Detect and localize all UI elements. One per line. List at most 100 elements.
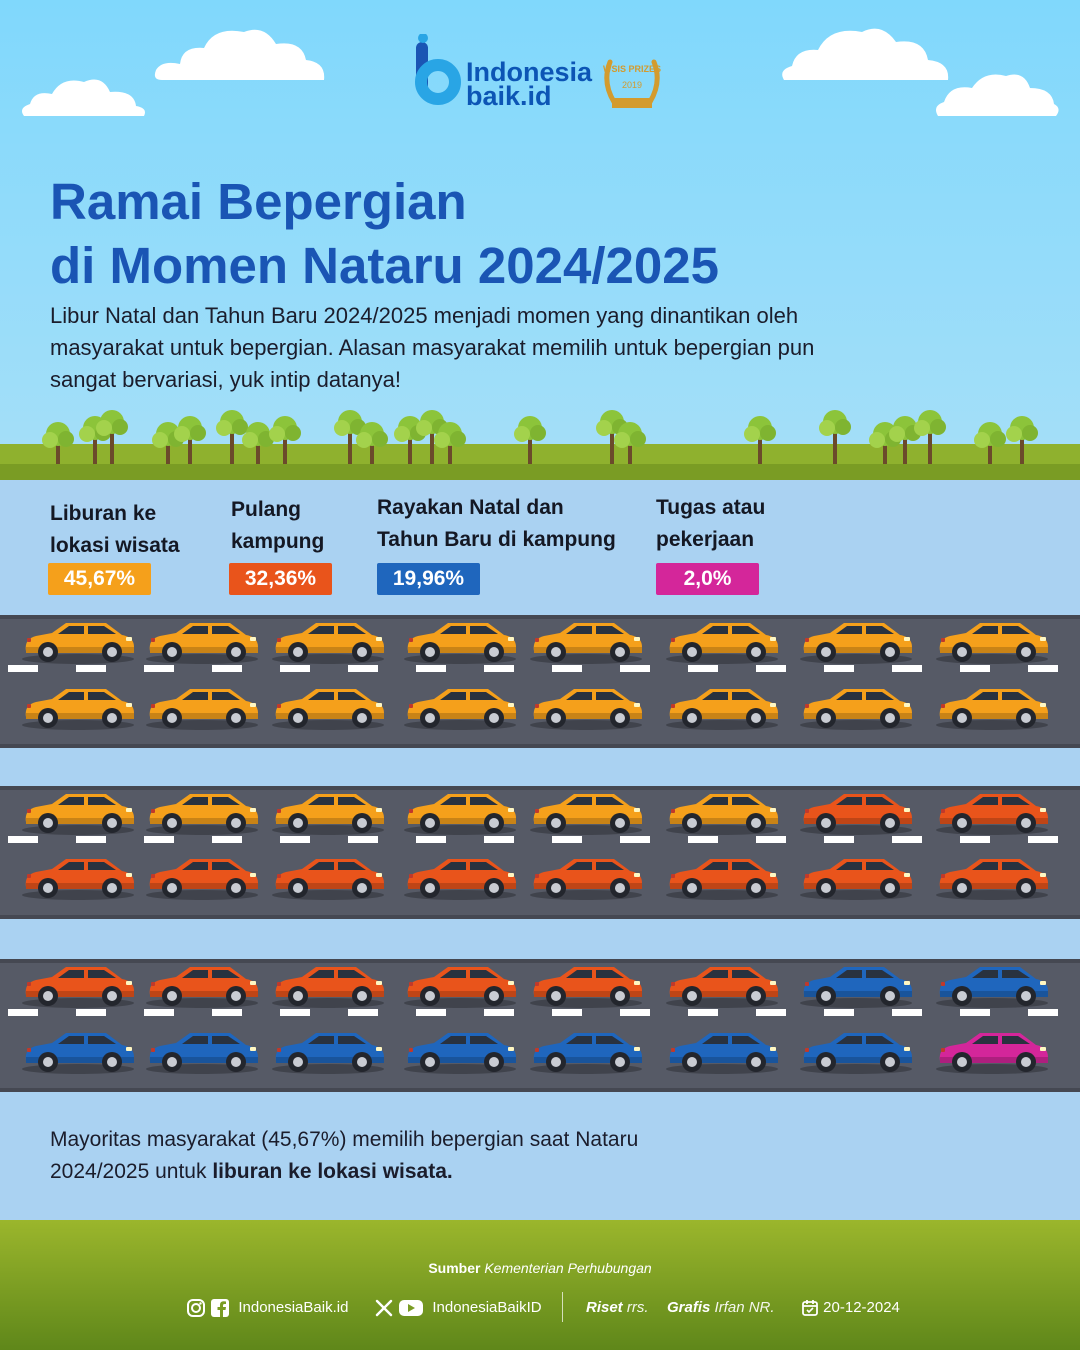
brand-logo-icon [415, 34, 461, 105]
brand-name-line2: baik.id [466, 81, 552, 111]
legend-label-line2: kampung [231, 530, 325, 553]
lane-marking [756, 665, 786, 672]
grafis-label: Grafis [667, 1299, 711, 1316]
legend-label-line2: pekerjaan [656, 528, 755, 551]
lane-marking [8, 1009, 38, 1016]
lane-marking [620, 1009, 650, 1016]
legend-value-badge: 2,0% [656, 563, 759, 595]
lane-marking [552, 1009, 582, 1016]
social-link-website[interactable]: IndonesiaBaik.id [186, 1298, 348, 1318]
car-icon [22, 623, 134, 664]
lane-marking [280, 1009, 310, 1016]
tree-icon [914, 410, 946, 464]
svg-text:2019: 2019 [622, 80, 642, 90]
car-icon [272, 1033, 384, 1074]
car-icon [530, 1033, 642, 1074]
title-line2: di Momen Nataru 2024/2025 [50, 237, 719, 294]
summary-text-normal: Mayoritas masyarakat (45,67%) memilih be… [50, 1128, 639, 1183]
social-link-handle[interactable]: IndonesiaBaikID [374, 1298, 542, 1318]
legend-item-kampung: Pulang kampung [231, 494, 324, 558]
lane-marking [348, 836, 378, 843]
instagram-icon[interactable] [186, 1298, 206, 1318]
credit-grafis: Grafis Irfan NR. [667, 1298, 775, 1318]
tree-icon [744, 416, 776, 464]
car-icon [936, 689, 1048, 730]
cloud-icon [154, 29, 325, 80]
car-icon [146, 967, 258, 1008]
lane-marking [348, 1009, 378, 1016]
lane-marking [688, 665, 718, 672]
car-icon [404, 623, 516, 664]
car-icon [22, 794, 134, 835]
legend-item-wisata: Liburan ke lokasi wisata [50, 498, 180, 562]
lane-marking [960, 665, 990, 672]
tree-icon [514, 416, 546, 464]
lane-marking [8, 836, 38, 843]
lane-marking [552, 836, 582, 843]
legend-label-line2: Tahun Baru di kampung [377, 528, 616, 551]
car-icon [272, 859, 384, 900]
legend-label-line1: Rayakan Natal dan [377, 496, 564, 519]
car-icon [530, 623, 642, 664]
car-icon [800, 859, 912, 900]
car-icon [272, 623, 384, 664]
lane-marking [76, 665, 106, 672]
lane-marking [416, 665, 446, 672]
road [0, 786, 1080, 919]
social-handle-id[interactable]: IndonesiaBaikID [432, 1299, 542, 1316]
car-icon [936, 794, 1048, 835]
award-laurel-icon: WSIS PRIZES 2019 [603, 59, 661, 108]
lane-marking [212, 836, 242, 843]
lane-marking [144, 665, 174, 672]
lane-marking [76, 836, 106, 843]
legend-value-badge: 45,67% [48, 563, 151, 595]
lane-marking [1028, 665, 1058, 672]
tree-icon [356, 422, 388, 464]
x-icon[interactable] [374, 1298, 394, 1318]
car-icon [404, 1033, 516, 1074]
tree-icon [974, 422, 1006, 464]
footer-divider [562, 1292, 563, 1322]
source-line: Sumber Kementerian Perhubungan [0, 1260, 1080, 1276]
riset-value: rrs. [626, 1299, 649, 1316]
cloud-icon [22, 79, 145, 116]
lane-marking [892, 836, 922, 843]
car-icon [146, 623, 258, 664]
lane-marking [280, 665, 310, 672]
lane-marking [484, 1009, 514, 1016]
lane-marking [552, 665, 582, 672]
car-icon [22, 967, 134, 1008]
car-icon [530, 689, 642, 730]
car-icon [404, 967, 516, 1008]
social-handle-website[interactable]: IndonesiaBaik.id [238, 1299, 349, 1316]
cloud-icon [936, 74, 1059, 116]
legend-label-line1: Pulang [231, 498, 302, 521]
date-text: 20-12-2024 [823, 1299, 900, 1316]
legend-label-line1: Tugas atau [656, 496, 766, 519]
sky-background [0, 0, 1080, 480]
tree-icon [614, 422, 646, 464]
car-icon [146, 689, 258, 730]
car-pictogram-chart [0, 615, 1080, 1092]
lane-marking [824, 665, 854, 672]
title-line1: Ramai Bepergian [50, 173, 467, 230]
lane-marking [824, 836, 854, 843]
lane-marking [892, 1009, 922, 1016]
tree-icon [42, 422, 74, 464]
tree-icon [216, 410, 248, 464]
car-icon [936, 1033, 1048, 1074]
lane-marking [144, 836, 174, 843]
car-icon [800, 1033, 912, 1074]
car-icon [272, 689, 384, 730]
cloud-icon [782, 28, 949, 81]
brand-name-line1: Indonesia [466, 57, 593, 87]
legend-item-natal: Rayakan Natal dan Tahun Baru di kampung [377, 492, 616, 556]
car-icon [272, 967, 384, 1008]
car-icon [936, 859, 1048, 900]
lane-marking [756, 836, 786, 843]
car-icon [666, 689, 778, 730]
facebook-icon[interactable] [210, 1298, 230, 1318]
car-icon [530, 967, 642, 1008]
lane-marking [280, 836, 310, 843]
youtube-icon[interactable] [398, 1298, 424, 1318]
